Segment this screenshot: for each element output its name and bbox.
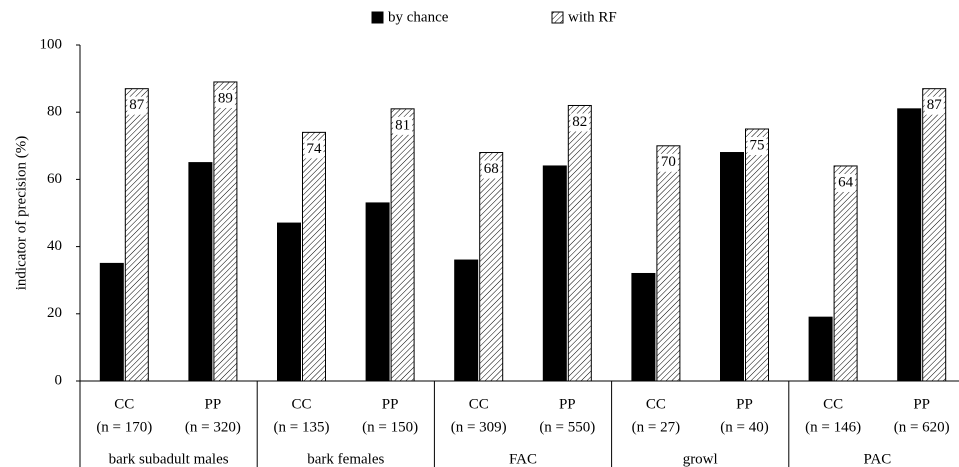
group-label: bark subadult males	[109, 451, 229, 467]
bar	[833, 165, 858, 382]
y-tick-label: 80	[47, 104, 62, 120]
x-tick-label: PP	[736, 396, 753, 412]
bar	[188, 162, 213, 382]
label-bg	[836, 173, 856, 192]
data-label: 53	[370, 211, 385, 227]
bar	[124, 88, 149, 382]
y-tick-label: 20	[47, 305, 62, 321]
n-label: (n = 550)	[539, 419, 595, 435]
label-bg	[304, 140, 324, 159]
bar	[656, 145, 681, 382]
data-label: 64	[838, 174, 854, 190]
bar	[542, 165, 567, 382]
label-bg	[393, 116, 413, 135]
legend-swatch	[371, 11, 384, 24]
x-tick-label: CC	[114, 396, 134, 412]
label-bg	[127, 96, 147, 115]
x-tick-label: CC	[291, 396, 311, 412]
n-label: (n = 146)	[805, 419, 861, 435]
y-tick-label: 100	[40, 36, 63, 52]
x-tick-label: PP	[205, 396, 222, 412]
x-tick-label: PP	[559, 396, 576, 412]
y-tick-label: 0	[55, 372, 63, 388]
bar	[567, 104, 592, 382]
data-label: 68	[484, 161, 499, 177]
n-label: (n = 309)	[451, 419, 507, 435]
label-bg	[215, 89, 235, 108]
bar	[631, 272, 656, 382]
bar	[213, 81, 238, 382]
data-label: 81	[902, 117, 917, 133]
x-tick-label: CC	[823, 396, 843, 412]
data-label: 32	[636, 282, 651, 298]
label-bg	[570, 113, 590, 132]
n-label: (n = 40)	[720, 419, 768, 435]
x-tick-label: PP	[913, 396, 930, 412]
bar	[479, 152, 504, 382]
group-label: FAC	[509, 451, 537, 467]
n-label: (n = 620)	[894, 419, 950, 435]
bar	[99, 262, 124, 382]
data-label: 35	[104, 272, 119, 288]
bar	[390, 108, 415, 382]
n-label: (n = 27)	[632, 419, 680, 435]
label-bg	[747, 137, 767, 155]
legend-swatch	[551, 11, 564, 24]
data-label: 47	[282, 232, 298, 248]
data-label: 19	[813, 326, 828, 342]
bar	[922, 88, 947, 382]
group-label: PAC	[863, 451, 891, 467]
bar	[365, 202, 390, 382]
x-tick-label: CC	[646, 396, 666, 412]
data-label: 87	[927, 97, 943, 113]
data-label: 81	[395, 117, 410, 133]
label-bg	[481, 160, 501, 179]
label-bg	[924, 96, 944, 115]
n-label: (n = 320)	[185, 419, 241, 435]
n-label: (n = 170)	[96, 419, 152, 435]
data-label: 75	[750, 137, 765, 153]
x-tick-label: PP	[382, 396, 399, 412]
bar	[808, 316, 833, 382]
bar	[454, 259, 479, 382]
data-label: 82	[572, 114, 587, 130]
n-label: (n = 135)	[274, 419, 330, 435]
data-label: 87	[129, 97, 145, 113]
group-label: growl	[683, 451, 718, 467]
bar	[720, 152, 744, 382]
n-label: (n = 150)	[362, 419, 418, 435]
data-label: 70	[661, 154, 676, 170]
data-label: 64	[547, 174, 563, 190]
data-label: 36	[459, 268, 475, 284]
group-label: bark females	[307, 451, 384, 467]
legend-label: with RF	[568, 9, 617, 25]
data-label: 68	[725, 161, 740, 177]
data-label: 74	[307, 141, 323, 157]
bar	[302, 131, 326, 382]
x-tick-label: CC	[469, 396, 489, 412]
bar	[745, 128, 769, 382]
y-axis-label: indicator of precision (%)	[13, 136, 29, 291]
data-label: 65	[193, 171, 208, 187]
label-bg	[658, 153, 678, 172]
legend-label: by chance	[388, 9, 449, 25]
bar	[897, 108, 922, 382]
y-tick-label: 60	[47, 171, 62, 187]
data-label: 89	[218, 90, 233, 106]
y-tick-label: 40	[47, 238, 62, 254]
bar	[277, 222, 301, 382]
